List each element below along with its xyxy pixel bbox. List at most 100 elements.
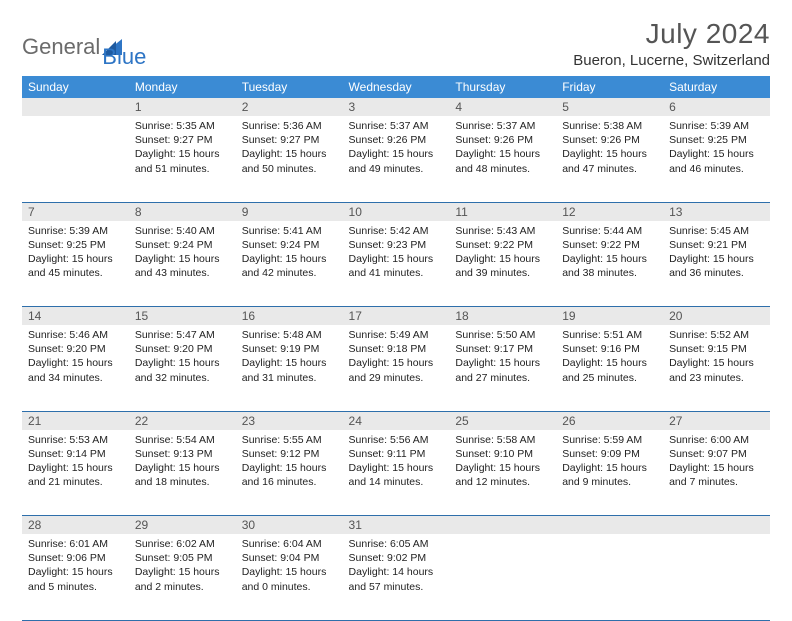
day-cell: Sunrise: 5:42 AMSunset: 9:23 PMDaylight:… [343, 221, 450, 307]
sunset-line: Sunset: 9:22 PM [562, 238, 657, 252]
daylight-line: Daylight: 15 hours and 29 minutes. [349, 356, 444, 384]
daylight-line: Daylight: 15 hours and 51 minutes. [135, 147, 230, 175]
day-cell: Sunrise: 5:59 AMSunset: 9:09 PMDaylight:… [556, 430, 663, 516]
daylight-line: Daylight: 15 hours and 46 minutes. [669, 147, 764, 175]
day-cell: Sunrise: 5:58 AMSunset: 9:10 PMDaylight:… [449, 430, 556, 516]
day-number: 25 [449, 411, 556, 430]
day-number: 13 [663, 202, 770, 221]
day-cell-content: Sunrise: 5:59 AMSunset: 9:09 PMDaylight:… [556, 430, 663, 494]
day-cell-content: Sunrise: 5:54 AMSunset: 9:13 PMDaylight:… [129, 430, 236, 494]
sunrise-line: Sunrise: 5:58 AM [455, 433, 550, 447]
day-header: Wednesday [343, 76, 450, 98]
sunrise-line: Sunrise: 6:05 AM [349, 537, 444, 551]
day-number: 23 [236, 411, 343, 430]
day-cell: Sunrise: 5:41 AMSunset: 9:24 PMDaylight:… [236, 221, 343, 307]
day-cell-content: Sunrise: 5:37 AMSunset: 9:26 PMDaylight:… [449, 116, 556, 180]
sunset-line: Sunset: 9:20 PM [135, 342, 230, 356]
day-cell-content: Sunrise: 5:50 AMSunset: 9:17 PMDaylight:… [449, 325, 556, 389]
sunset-line: Sunset: 9:15 PM [669, 342, 764, 356]
day-number: 9 [236, 202, 343, 221]
day-cell: Sunrise: 5:40 AMSunset: 9:24 PMDaylight:… [129, 221, 236, 307]
daynum-row: 78910111213 [22, 202, 770, 221]
sunset-line: Sunset: 9:14 PM [28, 447, 123, 461]
day-cell-content: Sunrise: 6:02 AMSunset: 9:05 PMDaylight:… [129, 534, 236, 598]
sunset-line: Sunset: 9:23 PM [349, 238, 444, 252]
sunrise-line: Sunrise: 5:43 AM [455, 224, 550, 238]
daylight-line: Daylight: 15 hours and 25 minutes. [562, 356, 657, 384]
daylight-line: Daylight: 15 hours and 5 minutes. [28, 565, 123, 593]
day-number [663, 516, 770, 535]
day-header-row: SundayMondayTuesdayWednesdayThursdayFrid… [22, 76, 770, 98]
sunset-line: Sunset: 9:07 PM [669, 447, 764, 461]
sunrise-line: Sunrise: 5:54 AM [135, 433, 230, 447]
week-row: Sunrise: 5:39 AMSunset: 9:25 PMDaylight:… [22, 221, 770, 307]
day-cell: Sunrise: 5:35 AMSunset: 9:27 PMDaylight:… [129, 116, 236, 202]
day-cell-content: Sunrise: 5:48 AMSunset: 9:19 PMDaylight:… [236, 325, 343, 389]
day-number: 10 [343, 202, 450, 221]
sunrise-line: Sunrise: 5:35 AM [135, 119, 230, 133]
day-cell: Sunrise: 5:50 AMSunset: 9:17 PMDaylight:… [449, 325, 556, 411]
day-cell: Sunrise: 5:55 AMSunset: 9:12 PMDaylight:… [236, 430, 343, 516]
day-number [556, 516, 663, 535]
sunset-line: Sunset: 9:05 PM [135, 551, 230, 565]
sunset-line: Sunset: 9:25 PM [28, 238, 123, 252]
day-cell-content: Sunrise: 6:05 AMSunset: 9:02 PMDaylight:… [343, 534, 450, 598]
sunrise-line: Sunrise: 5:56 AM [349, 433, 444, 447]
day-number: 5 [556, 98, 663, 116]
daylight-line: Daylight: 15 hours and 36 minutes. [669, 252, 764, 280]
daylight-line: Daylight: 15 hours and 12 minutes. [455, 461, 550, 489]
daynum-row: 21222324252627 [22, 411, 770, 430]
sunrise-line: Sunrise: 5:49 AM [349, 328, 444, 342]
day-cell: Sunrise: 5:53 AMSunset: 9:14 PMDaylight:… [22, 430, 129, 516]
sunset-line: Sunset: 9:16 PM [562, 342, 657, 356]
sunset-line: Sunset: 9:02 PM [349, 551, 444, 565]
sunrise-line: Sunrise: 5:36 AM [242, 119, 337, 133]
day-cell: Sunrise: 6:02 AMSunset: 9:05 PMDaylight:… [129, 534, 236, 620]
day-cell: Sunrise: 5:48 AMSunset: 9:19 PMDaylight:… [236, 325, 343, 411]
sunrise-line: Sunrise: 5:55 AM [242, 433, 337, 447]
daylight-line: Daylight: 15 hours and 27 minutes. [455, 356, 550, 384]
sunset-line: Sunset: 9:18 PM [349, 342, 444, 356]
daylight-line: Daylight: 15 hours and 45 minutes. [28, 252, 123, 280]
day-number: 11 [449, 202, 556, 221]
daylight-line: Daylight: 15 hours and 38 minutes. [562, 252, 657, 280]
sunset-line: Sunset: 9:06 PM [28, 551, 123, 565]
daylight-line: Daylight: 15 hours and 31 minutes. [242, 356, 337, 384]
daylight-line: Daylight: 15 hours and 48 minutes. [455, 147, 550, 175]
sunset-line: Sunset: 9:26 PM [562, 133, 657, 147]
sunset-line: Sunset: 9:24 PM [242, 238, 337, 252]
daylight-line: Daylight: 15 hours and 32 minutes. [135, 356, 230, 384]
day-number: 6 [663, 98, 770, 116]
day-number: 2 [236, 98, 343, 116]
daylight-line: Daylight: 15 hours and 50 minutes. [242, 147, 337, 175]
day-cell-content: Sunrise: 5:35 AMSunset: 9:27 PMDaylight:… [129, 116, 236, 180]
day-number: 15 [129, 307, 236, 326]
logo: General Blue [22, 18, 146, 70]
daylight-line: Daylight: 15 hours and 9 minutes. [562, 461, 657, 489]
sunrise-line: Sunrise: 5:44 AM [562, 224, 657, 238]
week-row: Sunrise: 5:46 AMSunset: 9:20 PMDaylight:… [22, 325, 770, 411]
sunset-line: Sunset: 9:12 PM [242, 447, 337, 461]
day-cell [449, 534, 556, 620]
day-cell-content: Sunrise: 5:42 AMSunset: 9:23 PMDaylight:… [343, 221, 450, 285]
sunset-line: Sunset: 9:22 PM [455, 238, 550, 252]
week-row: Sunrise: 6:01 AMSunset: 9:06 PMDaylight:… [22, 534, 770, 620]
sunrise-line: Sunrise: 5:37 AM [455, 119, 550, 133]
day-header: Tuesday [236, 76, 343, 98]
day-number: 21 [22, 411, 129, 430]
sunset-line: Sunset: 9:04 PM [242, 551, 337, 565]
day-cell: Sunrise: 5:54 AMSunset: 9:13 PMDaylight:… [129, 430, 236, 516]
day-cell: Sunrise: 5:43 AMSunset: 9:22 PMDaylight:… [449, 221, 556, 307]
day-cell [556, 534, 663, 620]
daylight-line: Daylight: 15 hours and 23 minutes. [669, 356, 764, 384]
daylight-line: Daylight: 15 hours and 0 minutes. [242, 565, 337, 593]
day-number: 22 [129, 411, 236, 430]
day-cell-content: Sunrise: 5:53 AMSunset: 9:14 PMDaylight:… [22, 430, 129, 494]
sunset-line: Sunset: 9:10 PM [455, 447, 550, 461]
sunrise-line: Sunrise: 5:40 AM [135, 224, 230, 238]
daynum-row: 123456 [22, 98, 770, 116]
logo-text-general: General [22, 34, 100, 60]
daylight-line: Daylight: 14 hours and 57 minutes. [349, 565, 444, 593]
sunrise-line: Sunrise: 5:38 AM [562, 119, 657, 133]
day-cell-content: Sunrise: 5:49 AMSunset: 9:18 PMDaylight:… [343, 325, 450, 389]
